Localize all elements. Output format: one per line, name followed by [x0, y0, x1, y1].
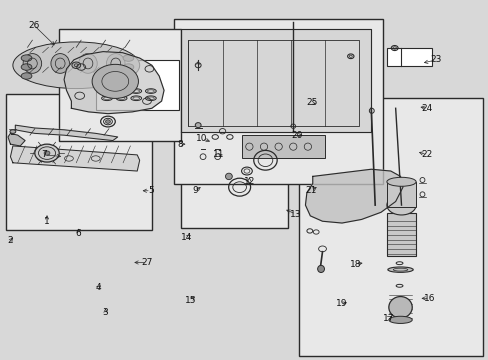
Text: 22: 22	[421, 150, 432, 159]
Ellipse shape	[79, 54, 97, 73]
Text: 10: 10	[196, 134, 207, 143]
Polygon shape	[8, 134, 25, 146]
Ellipse shape	[123, 55, 134, 61]
Text: 27: 27	[141, 258, 152, 267]
Polygon shape	[305, 169, 402, 223]
Polygon shape	[64, 51, 163, 114]
Ellipse shape	[13, 42, 140, 89]
Polygon shape	[10, 146, 140, 171]
Polygon shape	[15, 125, 118, 140]
Ellipse shape	[388, 316, 411, 323]
Text: 18: 18	[349, 260, 361, 269]
Text: 26: 26	[28, 21, 40, 30]
Text: 5: 5	[148, 186, 153, 195]
Ellipse shape	[44, 151, 50, 155]
Ellipse shape	[21, 64, 32, 70]
Text: 9: 9	[192, 186, 198, 195]
Text: 1: 1	[44, 217, 50, 226]
Text: 23: 23	[429, 55, 441, 64]
Text: 6: 6	[76, 229, 81, 238]
Ellipse shape	[386, 177, 415, 186]
Text: 21: 21	[305, 186, 316, 195]
Ellipse shape	[23, 54, 41, 73]
Text: 20: 20	[290, 131, 302, 140]
Ellipse shape	[92, 64, 138, 98]
Bar	[96, 60, 178, 110]
Text: 25: 25	[305, 98, 317, 107]
Bar	[59, 30, 181, 140]
Ellipse shape	[123, 73, 134, 79]
Ellipse shape	[72, 62, 81, 68]
Bar	[188, 40, 358, 126]
Polygon shape	[181, 30, 370, 132]
Bar	[299, 98, 483, 356]
Ellipse shape	[195, 123, 201, 128]
Text: 15: 15	[185, 296, 196, 305]
Ellipse shape	[106, 54, 125, 73]
Text: 2: 2	[8, 237, 13, 246]
Bar	[386, 213, 415, 256]
Bar	[386, 182, 415, 207]
Ellipse shape	[21, 55, 32, 61]
Bar	[386, 48, 431, 66]
Ellipse shape	[35, 144, 59, 162]
Bar	[5, 94, 152, 230]
Ellipse shape	[105, 120, 110, 123]
Text: 7: 7	[41, 150, 47, 159]
Text: 12: 12	[243, 177, 255, 186]
Ellipse shape	[225, 173, 232, 180]
Text: 4: 4	[95, 283, 101, 292]
Ellipse shape	[10, 130, 16, 134]
Ellipse shape	[51, 54, 69, 73]
Bar	[173, 19, 383, 184]
Text: 14: 14	[181, 233, 192, 242]
Ellipse shape	[317, 265, 324, 273]
Text: 19: 19	[336, 299, 347, 308]
Text: 3: 3	[102, 308, 108, 317]
Text: 13: 13	[289, 210, 301, 219]
Bar	[181, 132, 288, 228]
Ellipse shape	[21, 73, 32, 79]
Ellipse shape	[387, 267, 412, 273]
Ellipse shape	[388, 297, 411, 318]
Ellipse shape	[123, 64, 134, 70]
Text: 24: 24	[421, 104, 432, 113]
Text: 17: 17	[382, 314, 393, 323]
Bar	[242, 135, 325, 158]
Text: 11: 11	[213, 150, 224, 159]
Text: 8: 8	[177, 140, 183, 149]
Ellipse shape	[386, 195, 415, 215]
Text: 16: 16	[423, 294, 435, 303]
